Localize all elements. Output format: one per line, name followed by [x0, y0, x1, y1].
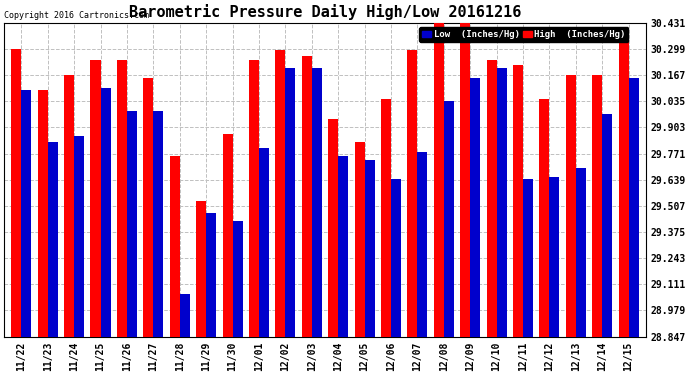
Bar: [286, 69, 295, 337]
Bar: [90, 60, 101, 337]
Bar: [602, 114, 612, 337]
Bar: [233, 221, 243, 337]
Bar: [127, 111, 137, 337]
Bar: [302, 56, 312, 337]
Bar: [38, 90, 48, 337]
Bar: [48, 142, 58, 337]
Bar: [549, 177, 560, 337]
Bar: [11, 49, 21, 337]
Bar: [470, 78, 480, 337]
Bar: [196, 201, 206, 337]
Bar: [101, 88, 110, 337]
Bar: [497, 69, 506, 337]
Bar: [364, 160, 375, 337]
Bar: [444, 101, 454, 337]
Bar: [566, 75, 575, 337]
Bar: [338, 156, 348, 337]
Bar: [513, 64, 523, 337]
Bar: [74, 136, 84, 337]
Bar: [417, 152, 427, 337]
Bar: [618, 37, 629, 337]
Bar: [407, 50, 417, 337]
Bar: [21, 90, 31, 337]
Bar: [592, 75, 602, 337]
Bar: [179, 294, 190, 337]
Bar: [355, 142, 364, 337]
Text: Copyright 2016 Cartronics.com: Copyright 2016 Cartronics.com: [4, 10, 149, 20]
Bar: [249, 60, 259, 337]
Bar: [540, 99, 549, 337]
Bar: [381, 99, 391, 337]
Bar: [391, 180, 401, 337]
Bar: [64, 75, 74, 337]
Bar: [117, 60, 127, 337]
Bar: [629, 78, 638, 337]
Bar: [486, 60, 497, 337]
Bar: [153, 111, 164, 337]
Title: Barometric Pressure Daily High/Low 20161216: Barometric Pressure Daily High/Low 20161…: [129, 4, 521, 20]
Legend: Low  (Inches/Hg), High  (Inches/Hg): Low (Inches/Hg), High (Inches/Hg): [420, 27, 629, 42]
Bar: [434, 23, 444, 337]
Bar: [312, 69, 322, 337]
Bar: [523, 180, 533, 337]
Bar: [328, 119, 338, 337]
Bar: [170, 156, 179, 337]
Bar: [460, 23, 470, 337]
Bar: [222, 134, 233, 337]
Bar: [259, 148, 269, 337]
Bar: [144, 78, 153, 337]
Bar: [275, 50, 286, 337]
Bar: [206, 213, 216, 337]
Bar: [575, 168, 586, 337]
